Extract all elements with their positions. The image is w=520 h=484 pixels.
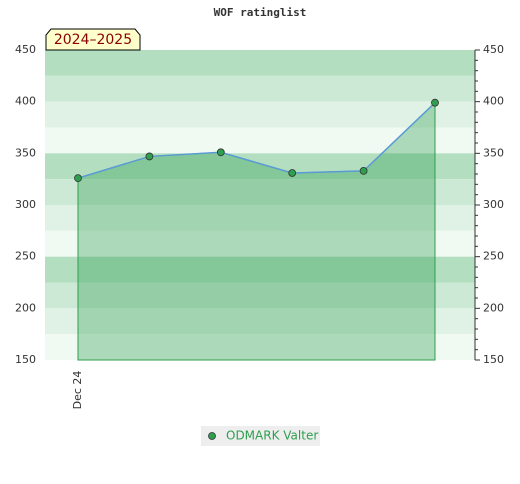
legend-label: ODMARK Valter <box>226 429 318 443</box>
legend: ODMARK Valter <box>201 426 320 446</box>
y-tick-label: 300 <box>15 198 36 211</box>
grid-band <box>45 308 475 335</box>
chart-title: WOF ratinglist <box>214 6 307 19</box>
y-tick-label: 150 <box>15 353 36 366</box>
y2-tick-label: 400 <box>483 95 504 108</box>
y-tick-label: 250 <box>15 250 36 263</box>
badge: 2024–2025 <box>45 28 141 51</box>
point <box>359 166 368 175</box>
grid-band <box>45 127 475 154</box>
legend-marker <box>208 432 216 440</box>
grid-band <box>45 230 475 257</box>
grid-band <box>45 179 475 205</box>
point <box>216 148 225 157</box>
grid-band <box>45 205 475 231</box>
grid-band <box>45 101 475 128</box>
y2-tick-label: 300 <box>483 198 504 211</box>
badge-text: 2024–2025 <box>54 32 132 48</box>
y2-tick-label: 200 <box>483 301 504 314</box>
grid-band <box>45 256 475 283</box>
x-tick-label: Dec 24 <box>71 371 84 410</box>
y2-tick-label: 350 <box>483 146 504 159</box>
grid-band <box>45 50 475 76</box>
y-tick-label: 350 <box>15 146 36 159</box>
point <box>431 98 439 107</box>
y2-tick-label: 250 <box>483 250 504 263</box>
point <box>74 174 82 183</box>
line <box>77 102 436 179</box>
grid-band <box>45 334 475 360</box>
y-tick-label: 200 <box>15 301 36 314</box>
plot <box>74 98 439 361</box>
y2-tick-label: 450 <box>483 43 504 56</box>
y2-tick-label: 150 <box>483 353 504 366</box>
grid-band <box>45 75 475 102</box>
badge-box <box>45 28 141 51</box>
grid-band <box>45 282 475 309</box>
y-tick-label: 450 <box>15 43 36 56</box>
point <box>145 152 154 161</box>
legend-box <box>201 426 320 446</box>
point <box>288 169 297 177</box>
y-tick-label: 400 <box>15 95 36 108</box>
